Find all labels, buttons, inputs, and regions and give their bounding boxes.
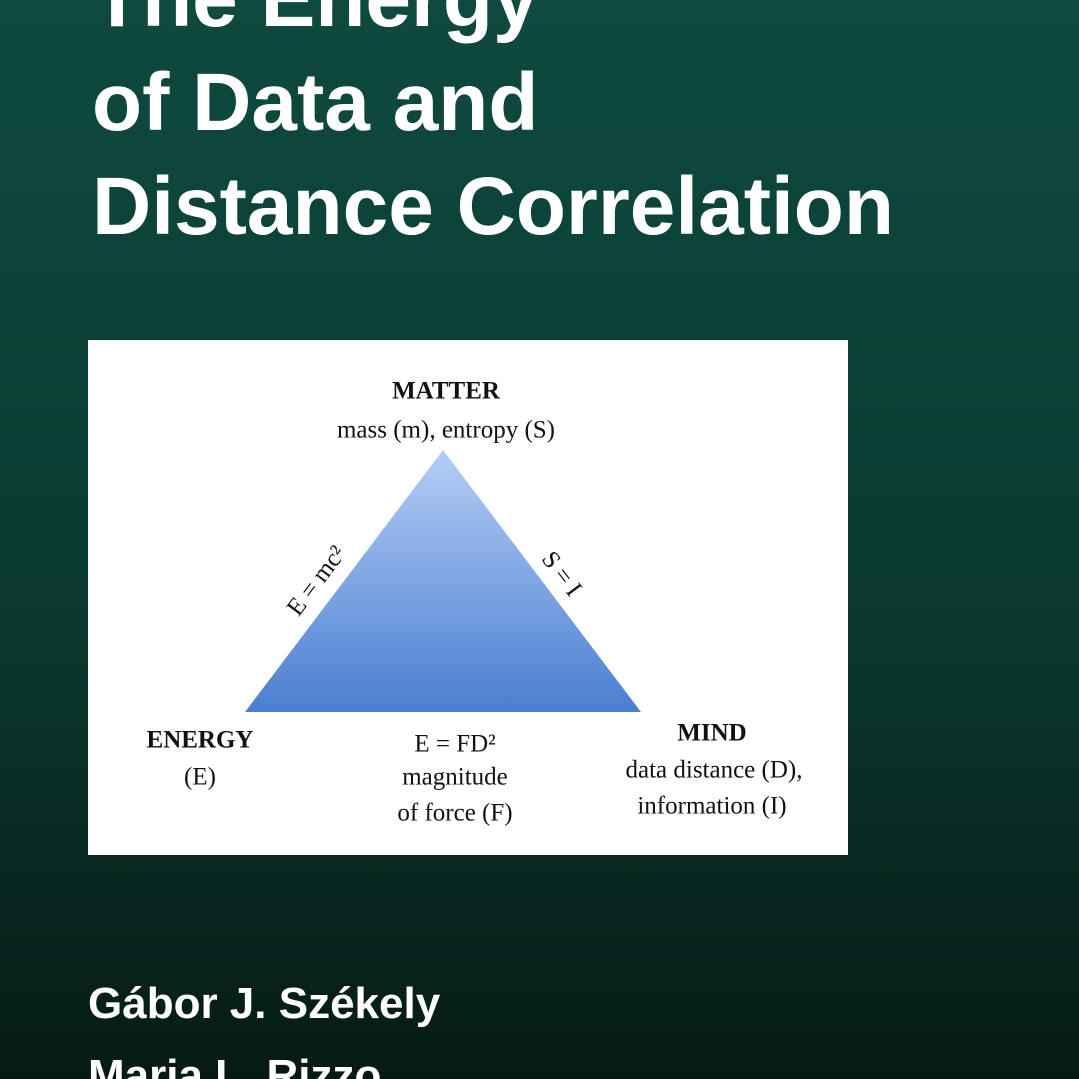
author: Gábor J. Székely [88,979,441,1028]
vertex-label: ENERGY [147,727,254,754]
diagram: MATTER mass (m), entropy (S) E = mc² S =… [88,340,848,855]
title-line: of Data and [92,57,538,148]
author: Maria L. Rizzo [88,1051,381,1079]
vertex-detail: (E) [184,764,216,791]
vertex-detail: data distance (D), [625,757,802,784]
edge-label: E = FD² [414,731,495,758]
vertex-detail: information (I) [637,793,786,820]
edge-label: of force (F) [397,800,512,827]
vertex-label: MATTER [392,378,501,405]
triangle [245,450,641,712]
vertex-detail: mass (m), entropy (S) [337,417,555,444]
vertex-label: MIND [677,720,746,747]
title-line: Distance Correlation [92,161,894,252]
edge-label: magnitude [402,764,508,791]
title-line: The Energy [92,0,539,44]
